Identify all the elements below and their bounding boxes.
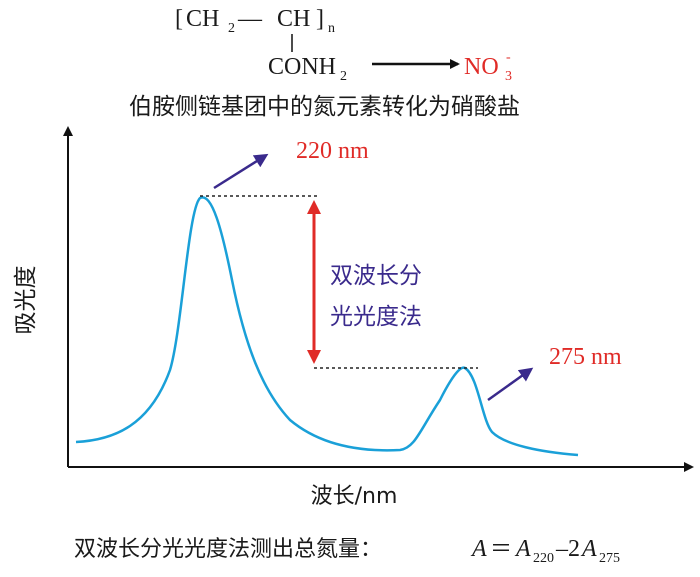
formula-sub-275: 275 — [599, 551, 620, 566]
formula-a: A — [470, 536, 487, 562]
svg-text:吸光度: 吸光度 — [13, 266, 39, 335]
peak-220-label: 220 nm — [296, 138, 369, 164]
polymer-formula: [ CH 2 — CH ] n CONH 2 NO 3 - — [175, 6, 512, 84]
formula-prefix: 双波长分光光度法测出总氮量： — [74, 537, 382, 562]
formula-minus-two: –2 — [555, 536, 580, 562]
formula-sub-220: 220 — [533, 551, 554, 566]
amide-group: CONH — [268, 54, 336, 80]
formula-equals: ＝ — [490, 536, 512, 561]
method-label-line2: 光光度法 — [330, 304, 422, 330]
y-axis-label: 吸光度 — [13, 266, 39, 335]
peak-275-pointer-arrow — [487, 367, 534, 402]
amide-subscript: 2 — [340, 69, 347, 84]
bracket-left: [ — [175, 6, 183, 32]
total-nitrogen-formula: 双波长分光光度法测出总氮量： A ＝ A 220 –2 A 275 — [74, 536, 620, 566]
bracket-right: ] — [316, 6, 324, 32]
nitrate-charge: - — [506, 50, 511, 65]
repeat-subscript: n — [328, 21, 335, 36]
peak-220-pointer-arrow — [213, 153, 269, 190]
ch-group: CH — [277, 6, 310, 32]
formula-a220: A — [514, 536, 531, 562]
x-axis-label: 波长/nm — [311, 484, 398, 509]
method-label-line1: 双波长分 — [330, 263, 422, 289]
formula-a275: A — [580, 536, 597, 562]
peak-275-label: 275 nm — [549, 344, 622, 370]
reaction-caption: 伯胺侧链基团中的氮元素转化为硝酸盐 — [129, 94, 520, 120]
absorbance-curve — [75, 196, 579, 457]
backbone-bond: — — [237, 6, 263, 32]
ch2-group: CH — [186, 6, 219, 32]
nitrate-symbol: NO — [464, 54, 499, 80]
ch2-subscript: 2 — [228, 21, 235, 36]
nitrate-subscript: 3 — [505, 69, 512, 84]
